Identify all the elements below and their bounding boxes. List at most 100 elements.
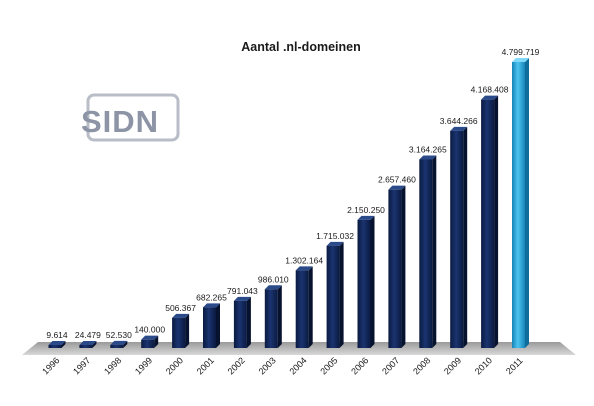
tick-label: 2008	[411, 355, 432, 376]
value-label: 4.799.719	[502, 47, 540, 57]
bar-side	[401, 185, 406, 348]
value-label: 791.043	[227, 286, 258, 296]
value-label: 2.150.250	[347, 205, 385, 215]
value-label: 1.715.032	[316, 231, 354, 241]
bar-1998	[110, 340, 128, 348]
bar-2000	[172, 313, 190, 348]
bar-side	[370, 215, 375, 348]
value-label: 986.010	[258, 274, 289, 284]
tick-label: 1996	[40, 355, 61, 376]
tick-label: 2002	[226, 355, 247, 376]
chart-title: Aantal .nl-domeinen	[241, 40, 360, 54]
value-label: 140.000	[134, 325, 165, 335]
bar-1997	[79, 341, 97, 348]
tick-label: 2006	[349, 355, 370, 376]
bar-2001	[203, 303, 220, 348]
bar-2009	[450, 126, 468, 348]
tick-label: 2001	[195, 355, 216, 376]
bar-front	[233, 300, 247, 348]
bar-top	[326, 241, 344, 246]
bar-top	[419, 155, 437, 160]
bar-front	[326, 245, 340, 348]
bar-side	[494, 95, 499, 348]
bar-2010	[481, 95, 499, 348]
bar-front	[419, 159, 433, 348]
bar-side	[92, 341, 97, 348]
value-label: 2.657.460	[378, 175, 416, 185]
bar-2004	[295, 266, 313, 348]
tick-label: 1997	[71, 355, 92, 376]
bar-side	[216, 303, 220, 348]
value-label: 52.530	[106, 330, 132, 340]
bar-side	[123, 340, 128, 348]
bar-front	[388, 189, 402, 348]
bar-front	[264, 289, 278, 348]
bar-front	[357, 219, 371, 348]
sidn-logo: SIDN	[81, 93, 180, 142]
bar-top	[172, 313, 190, 318]
bar-side	[185, 313, 190, 348]
value-label: 3.164.265	[409, 144, 447, 154]
bar-front	[48, 345, 62, 348]
bar-side	[308, 266, 313, 348]
logo-text: SIDN	[81, 104, 159, 139]
bar-side	[277, 285, 282, 348]
bar-2008	[419, 155, 437, 348]
bar-front	[295, 270, 309, 348]
tick-label: 2007	[380, 355, 401, 376]
value-label: 9.614	[46, 330, 68, 340]
value-label: 1.302.164	[285, 255, 323, 265]
bar-2007	[388, 185, 406, 348]
bar-top	[512, 58, 529, 63]
bar-side	[432, 155, 437, 348]
tick-label: 2000	[164, 355, 185, 376]
tick-label: 1999	[133, 355, 154, 376]
chart-floor	[22, 342, 576, 355]
tick-label: 1998	[102, 355, 123, 376]
bar-2006	[357, 215, 375, 348]
bar-front	[481, 99, 495, 348]
bar-top	[110, 340, 128, 345]
bar-top	[141, 335, 159, 340]
bar-top	[481, 95, 499, 100]
bar-front	[172, 317, 186, 348]
tick-labels-group: 1996 1997 1998 1999 2000 2001 2002 2003 2004 2005…	[40, 355, 524, 376]
tick-label: 2003	[257, 355, 278, 376]
bar-2005	[326, 241, 344, 348]
bar-top	[233, 296, 251, 301]
bars-group	[48, 58, 529, 348]
bar-top	[357, 215, 375, 220]
value-label: 506.367	[165, 303, 196, 313]
bar-front	[141, 339, 155, 348]
bar-top	[295, 266, 313, 271]
bar-side	[61, 341, 66, 348]
bar-side	[154, 335, 159, 348]
tick-label: 2005	[318, 355, 339, 376]
bar-front	[110, 344, 124, 348]
bar-front	[512, 62, 525, 348]
bar-1999	[141, 335, 159, 348]
bar-top	[450, 126, 468, 131]
bar-front	[450, 130, 464, 348]
bar-1996	[48, 341, 66, 348]
bar-front	[79, 345, 93, 348]
bar-2002	[233, 296, 251, 348]
bar-side	[463, 126, 468, 348]
tick-label: 2011	[504, 355, 525, 376]
value-label: 682.265	[196, 292, 227, 302]
value-label: 4.168.408	[471, 85, 509, 95]
bar-side	[525, 58, 529, 348]
bar-2003	[264, 285, 282, 348]
bar-2011	[512, 58, 529, 348]
value-label: 3.644.266	[440, 116, 478, 126]
bar-top	[48, 341, 66, 345]
tick-label: 2004	[287, 355, 308, 376]
bar-top	[203, 303, 220, 308]
tick-label: 2009	[442, 355, 463, 376]
bar-side	[246, 296, 251, 348]
bar-top	[79, 341, 97, 345]
value-label: 24.479	[75, 330, 101, 340]
bar-top	[388, 185, 406, 190]
